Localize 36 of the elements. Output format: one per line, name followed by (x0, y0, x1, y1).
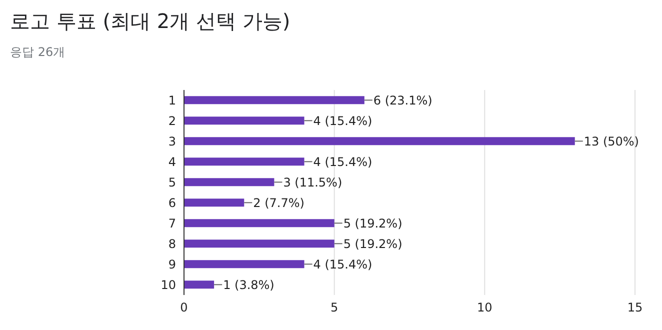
text: 응답 26개 (10, 44, 66, 61)
bar (184, 96, 364, 104)
y-tick-label: 5 (168, 176, 176, 190)
data-label: 6 (23.1%) (373, 93, 432, 108)
bar (184, 280, 214, 289)
y-tick-label: 8 (168, 237, 176, 252)
data-label: 5 (19.2%) (343, 216, 402, 230)
y-tick-label: 1 (168, 94, 176, 108)
y-tick-label: 4 (168, 155, 176, 170)
bar (184, 137, 575, 146)
y-tick-label: 3 (168, 134, 176, 149)
bar (184, 116, 304, 125)
bar (184, 240, 334, 248)
bar (184, 158, 304, 166)
y-tick-label: 2 (168, 114, 176, 128)
data-label: 3 (11.5%) (283, 175, 342, 190)
x-tick-label: 10 (477, 300, 492, 315)
x-tick-label: 15 (627, 300, 643, 315)
data-label: 5 (19.2%) (343, 236, 402, 251)
x-tick-label: 5 (330, 300, 338, 315)
data-label: 4 (15.4%) (313, 257, 372, 272)
bar (184, 219, 334, 228)
y-tick-label: 7 (168, 216, 176, 231)
bar (184, 260, 304, 268)
x-tick-label: 0 (180, 300, 188, 315)
chart-title: 로고 투표 (최대 2개 선택 가능) (10, 8, 290, 35)
data-label: 13 (50%) (584, 134, 639, 148)
bar (184, 178, 274, 186)
data-label: 2 (7.7%) (253, 196, 304, 210)
y-tick-label: 9 (168, 258, 176, 272)
y-tick-label: 10 (160, 278, 176, 292)
bar (184, 198, 244, 207)
data-label: 4 (15.4%) (313, 154, 372, 169)
data-label: 4 (15.4%) (313, 114, 372, 128)
data-label: 1 (3.8%) (223, 278, 274, 292)
y-tick-label: 6 (168, 196, 176, 210)
